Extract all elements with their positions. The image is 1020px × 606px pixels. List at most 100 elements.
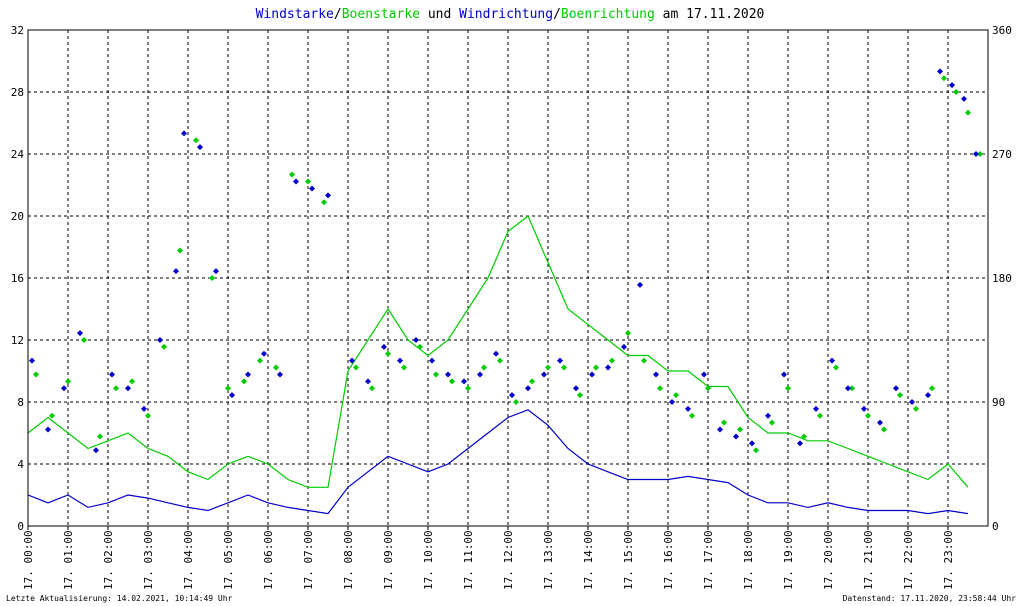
data-point-boenrichtung — [673, 392, 679, 399]
x-tick-label: 17. 10:00 — [422, 530, 435, 590]
data-point-windrichtung — [461, 378, 467, 385]
data-point-windrichtung — [229, 392, 235, 399]
x-tick-label: 17. 03:00 — [142, 530, 155, 590]
data-point-boenrichtung — [81, 337, 87, 343]
data-point-boenrichtung — [657, 385, 663, 392]
plot-frame — [27, 29, 989, 527]
data-point-windrichtung — [445, 371, 451, 378]
data-point-boenrichtung — [641, 357, 647, 364]
data-point-windrichtung — [685, 405, 691, 412]
y-tick-label: 12 — [11, 334, 24, 347]
data-point-boenrichtung — [401, 364, 407, 371]
data-point-boenrichtung — [33, 371, 39, 378]
data-point-windrichtung — [277, 371, 283, 378]
data-point-boenrichtung — [737, 426, 743, 433]
data-point-boenrichtung — [513, 399, 519, 405]
y2-tick-label: 90 — [992, 396, 1005, 409]
data-point-windrichtung — [781, 371, 787, 378]
data-point-windrichtung — [365, 378, 371, 385]
data-point-windrichtung — [109, 371, 115, 378]
data-point-windrichtung — [125, 385, 131, 392]
data-point-windrichtung — [605, 364, 611, 371]
data-point-boenrichtung — [161, 343, 167, 350]
title-part: Boenstarke — [342, 7, 420, 22]
data-point-windrichtung — [61, 385, 67, 392]
data-point-windrichtung — [349, 357, 355, 364]
data-point-windrichtung — [973, 151, 979, 157]
x-tick-label: 17. 14:00 — [582, 530, 595, 590]
data-point-windrichtung — [813, 405, 819, 412]
data-point-windrichtung — [141, 405, 147, 412]
data-point-windrichtung — [669, 399, 675, 405]
data-point-windrichtung — [701, 371, 707, 378]
data-point-boenrichtung — [897, 392, 903, 399]
y2-tick-label: 0 — [992, 520, 999, 533]
data-point-windrichtung — [541, 371, 547, 378]
data-point-windrichtung — [397, 357, 403, 364]
data-point-windrichtung — [925, 392, 931, 399]
data-point-boenrichtung — [433, 371, 439, 378]
title-part: Windstarke — [256, 7, 334, 22]
data-point-boenrichtung — [113, 385, 119, 392]
data-point-boenrichtung — [609, 357, 615, 364]
x-tick-label: 17. 05:00 — [222, 530, 235, 590]
data-point-windrichtung — [829, 357, 835, 364]
data-point-boenrichtung — [865, 412, 871, 419]
data-point-windrichtung — [45, 426, 51, 433]
data-point-boenrichtung — [705, 385, 711, 392]
y2-tick-label: 360 — [992, 24, 1012, 37]
y-tick-label: 16 — [11, 272, 24, 285]
data-point-windrichtung — [381, 343, 387, 350]
y-tick-label: 32 — [11, 24, 24, 37]
data-point-windrichtung — [213, 268, 219, 275]
data-point-boenrichtung — [65, 378, 71, 385]
x-tick-label: 17. 23:00 — [942, 530, 955, 590]
x-tick-label: 17. 16:00 — [662, 530, 675, 590]
data-point-boenrichtung — [561, 364, 567, 371]
data-point-boenrichtung — [577, 392, 583, 399]
data-point-windrichtung — [413, 337, 419, 343]
data-point-boenrichtung — [417, 343, 423, 350]
data-point-boenrichtung — [193, 137, 199, 144]
y-tick-label: 24 — [11, 148, 25, 161]
x-tick-label: 17. 22:00 — [902, 530, 915, 590]
data-point-windrichtung — [637, 281, 643, 288]
title-part: Boenrichtung — [561, 7, 655, 22]
x-tick-label: 17. 21:00 — [862, 530, 875, 590]
data-point-boenrichtung — [481, 364, 487, 371]
data-point-boenrichtung — [49, 412, 55, 419]
data-point-windrichtung — [877, 419, 883, 426]
data-point-boenrichtung — [257, 357, 263, 364]
x-tick-label: 17. 12:00 — [502, 530, 515, 590]
data-point-boenrichtung — [965, 109, 971, 116]
title-part: / — [334, 7, 342, 22]
series-line-windstarke — [27, 409, 969, 515]
x-tick-label: 17. 20:00 — [822, 530, 835, 590]
data-point-windrichtung — [909, 399, 915, 405]
data-point-windrichtung — [937, 68, 943, 75]
data-point-boenrichtung — [273, 364, 279, 371]
data-point-boenrichtung — [321, 199, 327, 206]
x-tick-label: 17. 00:00 — [22, 530, 35, 590]
data-point-boenrichtung — [785, 385, 791, 392]
footer-last-update: Letzte Aktualisierung: 14.02.2021, 10:14… — [6, 594, 233, 603]
data-point-boenrichtung — [465, 385, 471, 392]
data-point-windrichtung — [797, 440, 803, 447]
data-point-windrichtung — [477, 371, 483, 378]
data-point-windrichtung — [893, 385, 899, 392]
data-point-windrichtung — [197, 144, 203, 151]
data-point-boenrichtung — [801, 433, 807, 440]
y2-tick-label: 180 — [992, 272, 1012, 285]
title-part: / — [553, 7, 561, 22]
data-point-boenrichtung — [241, 378, 247, 385]
x-tick-label: 17. 02:00 — [102, 530, 115, 590]
data-point-boenrichtung — [689, 412, 695, 419]
data-point-windrichtung — [173, 268, 179, 275]
data-point-windrichtung — [309, 185, 315, 192]
data-point-windrichtung — [949, 82, 955, 89]
data-point-windrichtung — [557, 357, 563, 364]
data-point-windrichtung — [621, 343, 627, 350]
data-point-windrichtung — [429, 357, 435, 364]
x-tick-label: 17. 18:00 — [742, 530, 755, 590]
